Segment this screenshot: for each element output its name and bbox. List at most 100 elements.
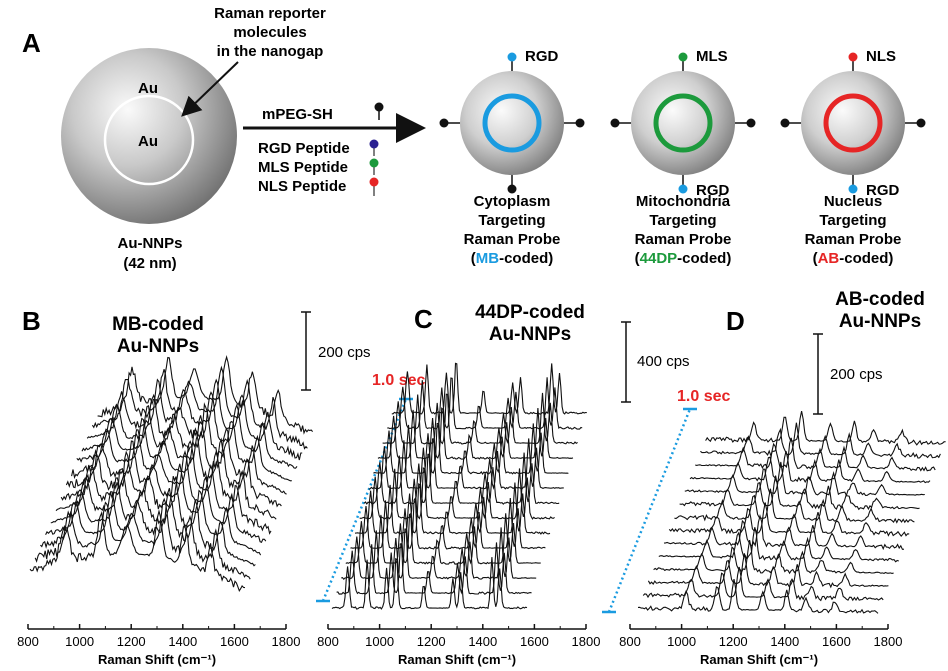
x-axis-2: 800 1000 1200 1400 1600 1800 Raman Shift (cm⁻¹… — [317, 624, 600, 667]
axis-tick-label: 800 — [317, 634, 339, 649]
spectrum-trace — [690, 451, 930, 483]
axis-tick-label: 1200 — [719, 634, 748, 649]
panel-c-scale-bar — [621, 322, 631, 402]
peg-icon — [917, 119, 926, 128]
axis-tick-label: 1600 — [520, 634, 549, 649]
peg-icon — [375, 103, 384, 121]
panel-d-scale-bar — [813, 334, 823, 414]
panel-b-title-line-1: MB-coded — [112, 314, 204, 335]
probe-top-label: NLS — [866, 48, 896, 65]
spectrum-trace — [695, 438, 935, 471]
axis-tick-label: 1400 — [468, 634, 497, 649]
probe-desc-line: Nucleus — [824, 193, 882, 210]
axis-tick-label: 1800 — [874, 634, 903, 649]
axis-title: Raman Shift (cm⁻¹) — [700, 652, 818, 667]
top-peptide-icon — [679, 53, 688, 62]
au-core-label: Au — [138, 133, 158, 150]
reagent-rgd: RGD Peptide — [258, 140, 350, 157]
probe-particle — [801, 71, 905, 175]
axis-title: Raman Shift (cm⁻¹) — [98, 652, 216, 667]
axis-tick-label: 1600 — [220, 634, 249, 649]
panel-c-title-line-2: Au-NNPs — [489, 324, 571, 345]
top-peptide-icon — [849, 53, 858, 62]
panel-b-spectra — [30, 357, 313, 591]
peg-icon — [576, 119, 585, 128]
panel-c-spectra — [332, 363, 587, 609]
panel-a-label: A — [22, 28, 41, 58]
probe-code-label: (MB-coded) — [471, 250, 554, 267]
x-axis-3: 800 1000 1200 1400 1600 1800 Raman Shift (cm⁻¹… — [619, 624, 902, 667]
panel-d-title-line-2: Au-NNPs — [839, 311, 921, 332]
particle-name: Au-NNPs — [117, 235, 182, 252]
arrow-label: mPEG-SH — [262, 106, 333, 123]
spectrum-trace — [35, 499, 250, 579]
spectrum-trace — [706, 411, 946, 445]
panel-d-time-label: 1.0 sec — [677, 388, 730, 405]
probe-desc-line: Mitochondria — [636, 193, 731, 210]
axis-tick-label: 1000 — [65, 634, 94, 649]
probe-top-label: MLS — [696, 48, 728, 65]
x-axes: 800 1000 1200 1400 1600 1800 Raman Shift (cm⁻¹… — [17, 624, 902, 667]
probe-top-label: RGD — [525, 48, 559, 65]
axis-tick-label: 1400 — [770, 634, 799, 649]
peg-icon — [611, 119, 620, 128]
mls-peptide-icon — [370, 159, 379, 176]
probe-desc-line: Cytoplasm — [474, 193, 551, 210]
axis-tick-label: 1400 — [168, 634, 197, 649]
rgd-peptide-icon — [370, 140, 379, 157]
axis-tick-label: 1800 — [272, 634, 301, 649]
spectrum-trace — [700, 423, 940, 458]
probe-code-label: (44DP-coded) — [635, 250, 732, 267]
panel-b-scale-bar — [301, 312, 311, 390]
panel-c-title-line-1: 44DP-coded — [475, 302, 585, 323]
axis-tick-label: 1200 — [417, 634, 446, 649]
axis-tick-label: 800 — [17, 634, 39, 649]
probe-group: RGD Cytoplasm Targeting Raman Probe (MB-code… — [440, 48, 926, 267]
au-shell-label: Au — [138, 80, 158, 97]
nls-peptide-icon — [370, 178, 379, 197]
spectrum-trace — [72, 415, 287, 494]
panel-b-label: B — [22, 306, 41, 336]
axis-tick-label: 1000 — [667, 634, 696, 649]
panel-b-title-line-2: Au-NNPs — [117, 336, 199, 357]
axis-tick-label: 1600 — [822, 634, 851, 649]
panel-d-scale-label: 200 cps — [830, 366, 883, 383]
panel-b-scale-label: 200 cps — [318, 344, 371, 361]
panel-d-spectra — [638, 411, 946, 613]
reporter-note-line-1: Raman reporter — [214, 5, 326, 22]
probe-desc-line: Raman Probe — [805, 231, 902, 248]
reporter-note-line-3: in the nanogap — [217, 43, 324, 60]
panel-c-time-label: 1.0 sec — [372, 372, 425, 389]
panel-c-label: C — [414, 304, 433, 334]
reagent-mls: MLS Peptide — [258, 159, 348, 176]
spectrum-trace — [664, 516, 904, 549]
axis-title: Raman Shift (cm⁻¹) — [398, 652, 516, 667]
reagent-nls: NLS Peptide — [258, 178, 346, 195]
peg-icon — [747, 119, 756, 128]
peg-icon — [781, 119, 790, 128]
peg-icon — [440, 119, 449, 128]
panel-c-scale-label: 400 cps — [637, 353, 690, 370]
probe-1: RGD Cytoplasm Targeting Raman Probe (MB-code… — [440, 48, 585, 267]
top-peptide-icon — [508, 53, 517, 62]
probe-desc-line: Targeting — [478, 212, 545, 229]
panel-d-label: D — [726, 306, 745, 336]
x-axis-1: 800 1000 1200 1400 1600 1800 Raman Shift (cm⁻¹… — [17, 624, 300, 667]
axis-tick-label: 1800 — [572, 634, 601, 649]
probe-particle — [460, 71, 564, 175]
probe-desc-line: Targeting — [819, 212, 886, 229]
axis-tick-label: 1000 — [365, 634, 394, 649]
probe-desc-line: Targeting — [649, 212, 716, 229]
panel-d-title-line-1: AB-coded — [835, 289, 925, 310]
axis-tick-label: 1200 — [117, 634, 146, 649]
probe-desc-line: Raman Probe — [464, 231, 561, 248]
probe-desc-line: Raman Probe — [635, 231, 732, 248]
axis-tick-label: 800 — [619, 634, 641, 649]
probe-particle — [631, 71, 735, 175]
particle-size: (42 nm) — [123, 255, 176, 272]
reporter-note-line-2: molecules — [233, 24, 306, 41]
probe-code-label: (AB-coded) — [813, 250, 894, 267]
